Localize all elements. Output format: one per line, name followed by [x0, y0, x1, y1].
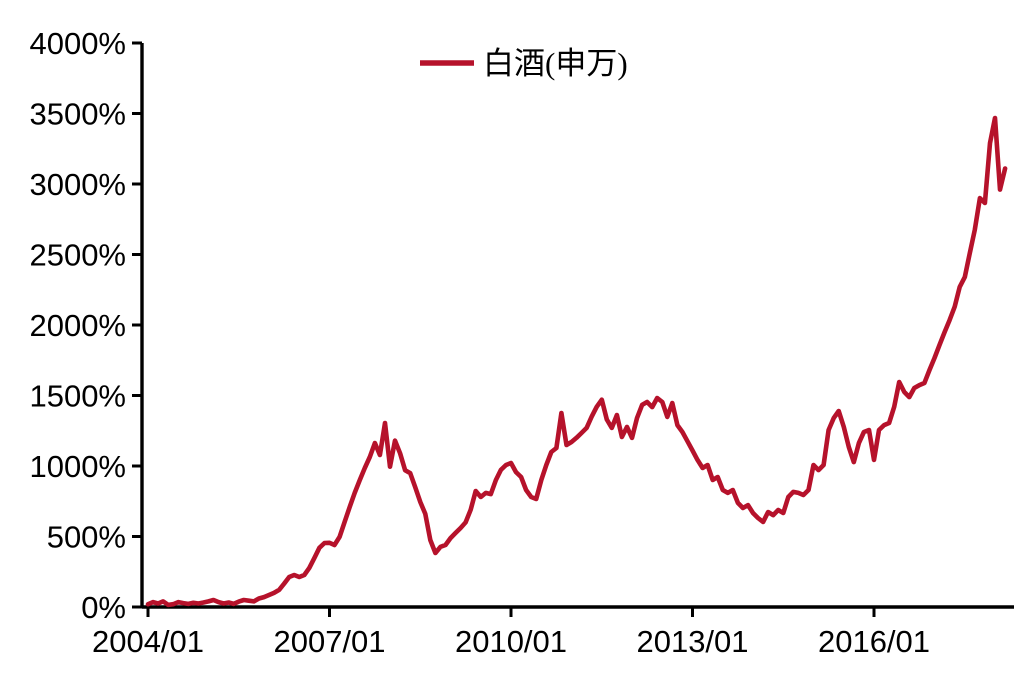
y-axis-label: 3000% [29, 167, 126, 202]
x-axis-label: 2010/01 [455, 624, 567, 659]
legend-label: 白酒(申万) [483, 46, 628, 81]
y-axis-label: 2500% [29, 238, 126, 273]
legend: 白酒(申万) [420, 46, 628, 81]
y-axis-label: 1500% [29, 379, 126, 414]
x-axis-label: 2016/01 [818, 624, 930, 659]
series-lines [145, 115, 1008, 608]
x-axis-label: 2007/01 [273, 624, 385, 659]
y-axis-label: 2000% [29, 308, 126, 343]
y-axis-label: 0% [81, 590, 126, 625]
axes: 0% 500% 1000% 1500% 2000% 2500% 3000% 3500% 4000… [29, 26, 1014, 659]
y-axis-label: 1000% [29, 449, 126, 484]
y-axis-label: 3500% [29, 97, 126, 132]
y-axis-label: 4000% [29, 26, 126, 61]
y-axis-label: 500% [47, 520, 126, 555]
x-axis-label: 2004/01 [92, 624, 204, 659]
x-axis-label: 2013/01 [636, 624, 748, 659]
data-series-line [145, 115, 1008, 608]
